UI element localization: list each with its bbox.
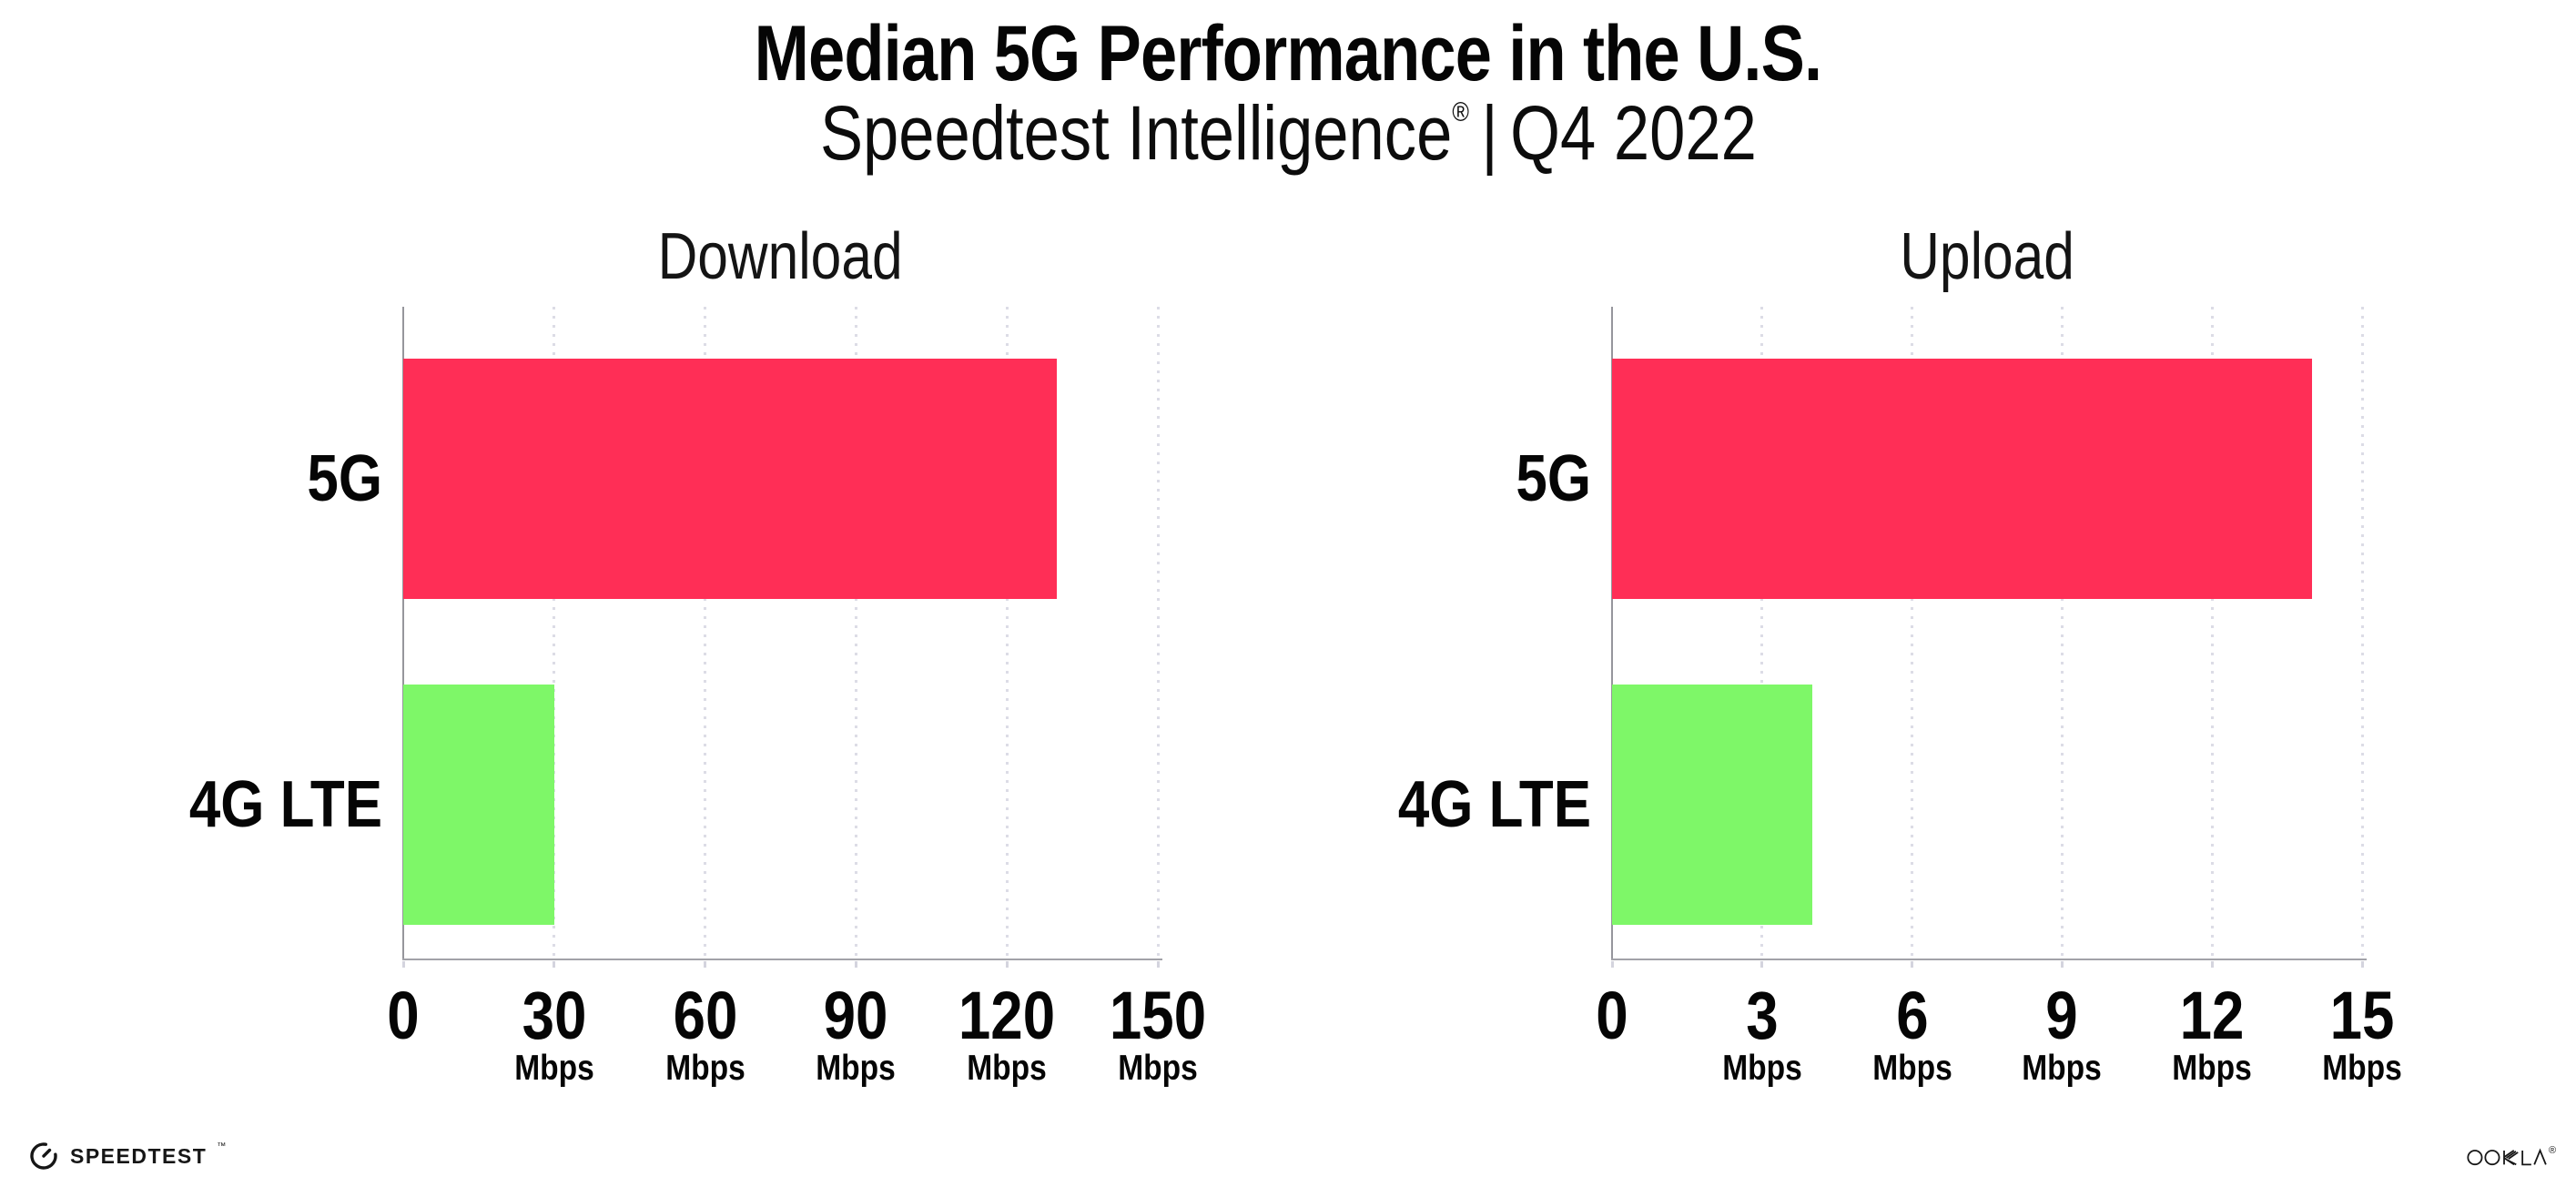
subtitle-period: Q4 2022 (1509, 90, 1757, 176)
trademark-mark: ™ (217, 1141, 227, 1151)
x-tick-unit: Mbps (1871, 1049, 1952, 1088)
page-subtitle: Speedtest Intelligence® | Q4 2022 (0, 93, 2576, 173)
x-tick-label: 9 (2045, 978, 2079, 1053)
category-label: 4G LTE (188, 768, 382, 841)
subtitle-brand: Speedtest Intelligence (819, 90, 1452, 176)
category-label: 5G (1516, 442, 1591, 515)
x-tick-unit: Mbps (514, 1049, 594, 1088)
speedtest-gauge-icon (30, 1142, 57, 1170)
tick-mark (2060, 961, 2064, 968)
gridline (1760, 307, 1764, 959)
y-axis-line (402, 307, 404, 959)
speedtest-logo: SPEEDTEST ™ (27, 1140, 226, 1172)
tick-mark (2360, 961, 2364, 968)
bar-5g-upload (1612, 359, 2313, 599)
chart-title-download: Download (658, 220, 903, 293)
tick-mark (1760, 961, 1764, 968)
x-tick-unit: Mbps (2172, 1049, 2252, 1088)
tick-mark (1156, 961, 1160, 968)
x-tick-label: 0 (1596, 978, 1628, 1053)
page-title-text: Median 5G Performance in the U.S. (754, 10, 1822, 97)
download-plot-area (402, 307, 1162, 960)
gridline (2360, 307, 2364, 959)
gridline (704, 307, 707, 959)
tick-mark (1911, 961, 1914, 968)
page-title: Median 5G Performance in the U.S. (0, 10, 2576, 97)
registered-trademark-mark: ® (1451, 97, 1469, 127)
x-tick-label: 15 (2329, 978, 2395, 1053)
bar-4g-lte-upload (1612, 685, 1812, 925)
bar-5g-download (403, 359, 1058, 599)
x-tick-unit: Mbps (2022, 1049, 2103, 1088)
gridline (1156, 307, 1160, 959)
tick-mark (553, 961, 556, 968)
gridline (1005, 307, 1009, 959)
tick-mark (1005, 961, 1009, 968)
chart-title-upload: Upload (1900, 220, 2074, 293)
x-tick-unit: Mbps (816, 1049, 897, 1088)
x-axis-line (1611, 959, 2367, 960)
upload-plot-area (1611, 307, 2367, 960)
x-tick-label: 12 (2179, 978, 2245, 1053)
x-tick-label: 90 (823, 978, 888, 1053)
y-axis-line (1611, 307, 1613, 959)
gridline (553, 307, 556, 959)
x-tick-label: 6 (1895, 978, 1929, 1053)
gridline (1911, 307, 1914, 959)
x-tick-label: 150 (1109, 978, 1207, 1053)
x-tick-label: 0 (387, 978, 420, 1053)
x-tick-label: 30 (522, 978, 587, 1053)
subtitle-separator: | (1480, 90, 1498, 176)
x-tick-label: 60 (673, 978, 737, 1053)
tick-mark (704, 961, 707, 968)
category-label: 5G (307, 442, 382, 515)
tick-mark (2210, 961, 2214, 968)
tick-mark (854, 961, 857, 968)
ookla-wordmark (2467, 1148, 2547, 1166)
tick-mark (1610, 961, 1614, 968)
x-tick-unit: Mbps (1118, 1049, 1198, 1088)
ookla-logo: ® (2467, 1145, 2556, 1169)
speedtest-wordmark: SPEEDTEST (70, 1143, 208, 1168)
x-tick-label: 120 (958, 978, 1056, 1053)
bar-4g-lte-download (403, 685, 554, 925)
gridline (2210, 307, 2214, 959)
x-tick-unit: Mbps (1722, 1049, 1802, 1088)
category-label: 4G LTE (1397, 768, 1591, 841)
x-tick-unit: Mbps (2322, 1049, 2402, 1088)
gridline (2060, 307, 2064, 959)
x-tick-unit: Mbps (664, 1049, 745, 1088)
x-tick-label: 3 (1746, 978, 1779, 1053)
tick-mark (401, 961, 405, 968)
registered-trademark-mark: ® (2549, 1145, 2557, 1156)
x-tick-unit: Mbps (967, 1049, 1047, 1088)
x-axis-line (402, 959, 1162, 960)
gridline (854, 307, 857, 959)
